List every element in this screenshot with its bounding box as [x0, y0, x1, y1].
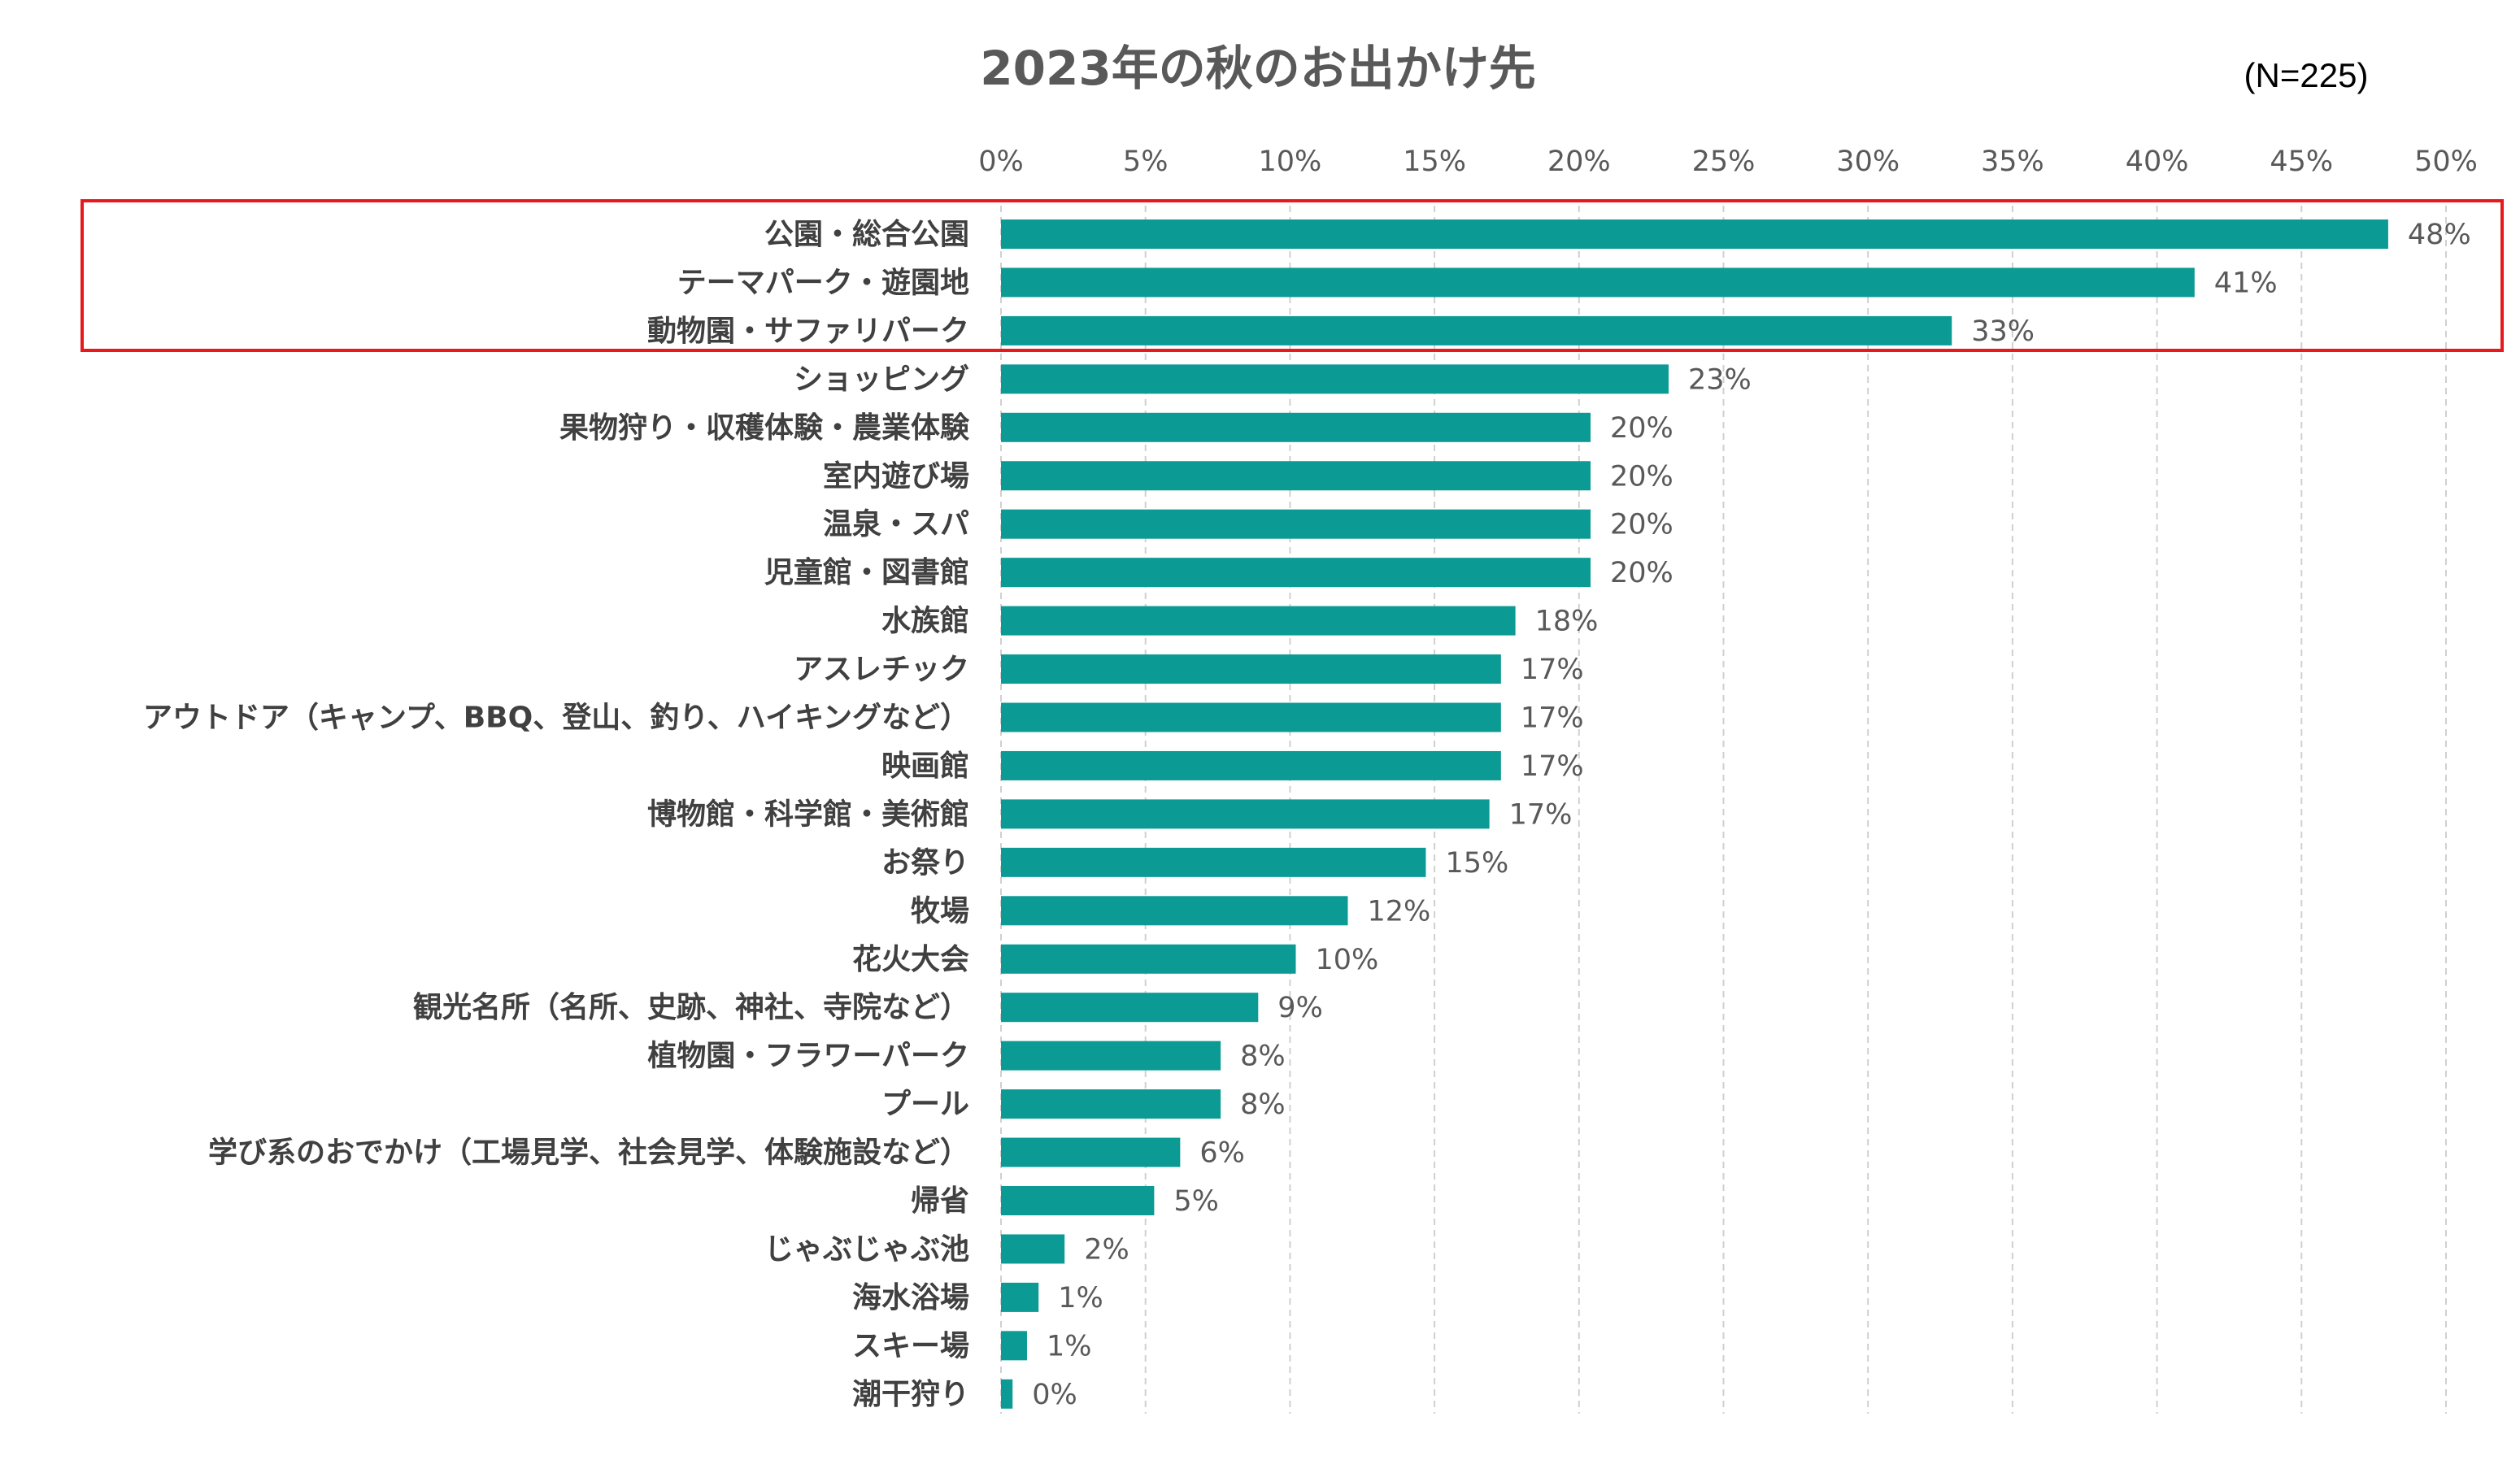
y-tick-label: 動物園・サファリパーク: [647, 315, 969, 348]
y-tick-label: 水族館: [881, 604, 969, 638]
value-label: 15%: [1445, 847, 1508, 880]
y-tick-label: 温泉・スパ: [823, 508, 969, 541]
bar: [1001, 1331, 1027, 1361]
bar: [1001, 1137, 1181, 1167]
value-label: 2%: [1084, 1233, 1129, 1266]
y-tick-label: 牧場: [911, 894, 969, 928]
highlight-box: [81, 199, 2504, 352]
value-label: 20%: [1610, 460, 1673, 493]
bar: [1001, 944, 1296, 974]
y-tick-label: 観光名所（名所、史跡、神社、寺院など）: [413, 991, 969, 1024]
x-tick-label: 5%: [1123, 146, 1169, 178]
x-tick-label: 0%: [978, 146, 1024, 178]
bar: [1001, 799, 1490, 829]
value-label: 17%: [1521, 654, 1584, 686]
value-label: 17%: [1521, 750, 1584, 783]
bar: [1001, 1089, 1221, 1119]
value-label: 1%: [1058, 1282, 1103, 1314]
y-tick-label: お祭り: [881, 846, 969, 880]
value-label: 17%: [1521, 702, 1584, 735]
bar: [1001, 1282, 1039, 1312]
x-tick-label: 45%: [2270, 146, 2333, 178]
value-label: 17%: [1509, 798, 1573, 831]
value-label: 8%: [1240, 1088, 1286, 1121]
value-label: 23%: [1688, 363, 1752, 396]
value-label: 48%: [2408, 219, 2471, 251]
bar: [1001, 461, 1591, 491]
x-tick-label: 20%: [1547, 146, 1611, 178]
y-tick-label: ショッピング: [794, 363, 969, 396]
bar: [1001, 1041, 1221, 1071]
bar: [1001, 896, 1348, 926]
y-tick-label: 児童館・図書館: [764, 555, 969, 589]
value-label: 18%: [1535, 606, 1599, 638]
y-tick-label: 映画館: [881, 749, 969, 783]
bar: [1001, 702, 1501, 732]
y-tick-label: 帰省: [911, 1184, 969, 1218]
value-label: 5%: [1173, 1185, 1219, 1218]
bar: [1001, 509, 1591, 539]
value-label: 20%: [1610, 557, 1673, 589]
bar: [1001, 412, 1591, 442]
x-tick-label: 35%: [1981, 146, 2044, 178]
bar: [1001, 219, 2388, 249]
bar: [1001, 993, 1259, 1023]
y-tick-label: 学び系のおでかけ（工場見学、社会見学、体験施設など）: [208, 1136, 969, 1170]
bar: [1001, 267, 2195, 298]
y-tick-label: 公園・総合公園: [764, 218, 969, 251]
bar: [1001, 315, 1952, 345]
value-label: 9%: [1277, 992, 1323, 1024]
value-label: 12%: [1367, 895, 1430, 928]
x-tick-label: 10%: [1259, 146, 1322, 178]
value-label: 41%: [2214, 267, 2278, 299]
value-label: 20%: [1610, 412, 1673, 445]
x-tick-label: 30%: [1836, 146, 1900, 178]
y-tick-label: じゃぶじゃぶ池: [764, 1232, 969, 1266]
y-tick-label: テーマパーク・遊園地: [677, 266, 969, 299]
y-tick-label: 潮干狩り: [852, 1378, 969, 1411]
bar: [1001, 364, 1669, 394]
y-tick-label: 博物館・科学館・美術館: [647, 797, 969, 831]
value-label: 0%: [1032, 1379, 1077, 1411]
bar: [1001, 750, 1501, 780]
y-tick-label: 果物狩り・収穫体験・農業体験: [559, 411, 970, 445]
sample-size: (N=225): [2244, 56, 2369, 94]
value-label: 20%: [1610, 509, 1673, 541]
y-tick-label: 花火大会: [852, 943, 969, 976]
y-tick-label: 室内遊び場: [823, 459, 969, 493]
x-tick-label: 15%: [1403, 146, 1466, 178]
value-label: 8%: [1240, 1041, 1286, 1073]
x-tick-label: 50%: [2414, 146, 2478, 178]
bar: [1001, 1379, 1013, 1409]
y-tick-label: アウトドア（キャンプ、BBQ、登山、釣り、ハイキングなど）: [143, 702, 969, 735]
value-label: 1%: [1047, 1330, 1092, 1362]
value-label: 10%: [1316, 944, 1379, 976]
bar: [1001, 558, 1591, 588]
x-tick-label: 40%: [2126, 146, 2189, 178]
chart-title: 2023年の秋のお出かけ先: [980, 41, 1535, 96]
y-tick-label: スキー場: [852, 1329, 969, 1362]
bar: [1001, 654, 1501, 684]
y-tick-label: プール: [881, 1088, 969, 1121]
y-tick-label: 海水浴場: [852, 1281, 969, 1314]
x-tick-label: 25%: [1692, 146, 1756, 178]
bar: [1001, 1186, 1155, 1215]
bar: [1001, 847, 1426, 877]
value-label: 33%: [1971, 315, 2035, 348]
bar: [1001, 1234, 1065, 1264]
y-tick-label: アスレチック: [794, 653, 969, 686]
y-tick-label: 植物園・フラワーパーク: [647, 1040, 969, 1073]
value-label: 6%: [1199, 1137, 1245, 1170]
bar: [1001, 606, 1516, 636]
